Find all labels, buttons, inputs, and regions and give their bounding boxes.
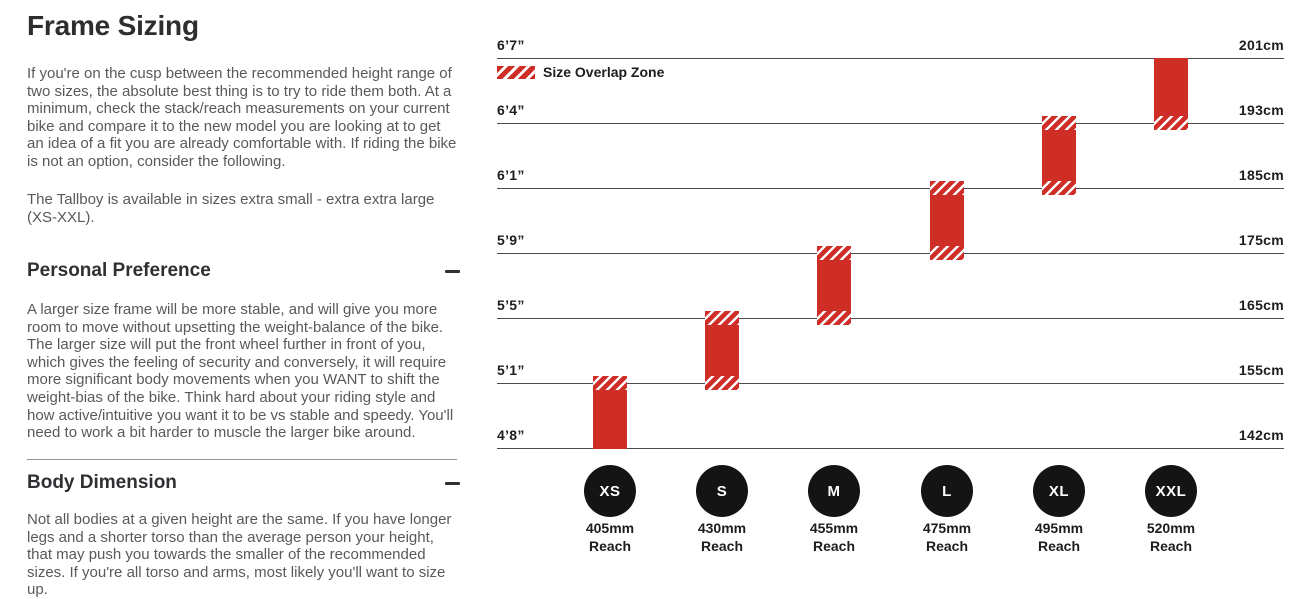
overlap-zone-hatch: [1042, 181, 1076, 195]
overlap-zone-hatch: [1154, 116, 1188, 130]
size-range-bar-m: [817, 246, 851, 325]
height-label-metric: 201cm: [1238, 37, 1284, 53]
overlap-zone-hatch: [705, 376, 739, 390]
overlap-zone-swatch-icon: [497, 65, 535, 79]
personal-preference-body: A larger size frame will be more stable,…: [27, 301, 454, 442]
height-label-imperial: 6’7”: [497, 37, 525, 53]
page-title: Frame Sizing: [27, 10, 199, 41]
height-label-imperial: 6’4”: [497, 102, 525, 118]
height-label-metric: 155cm: [1238, 362, 1284, 378]
article-column: Frame Sizing If you're on the cusp betwe…: [27, 0, 460, 598]
height-label-metric: 165cm: [1238, 297, 1284, 313]
height-gridline: [497, 123, 1284, 124]
height-label-imperial: 6’1”: [497, 167, 525, 183]
overlap-zone-hatch: [817, 246, 851, 260]
size-circle-xxl: XXL: [1145, 465, 1197, 517]
height-gridline: [497, 383, 1284, 384]
intro-paragraph: If you're on the cusp between the recomm…: [27, 65, 457, 170]
legend-label: Size Overlap Zone: [543, 64, 665, 80]
body-dimension-body: Not all bodies at a given height are the…: [27, 511, 452, 599]
size-circle-s: S: [696, 465, 748, 517]
height-gridline: [497, 188, 1284, 189]
size-range-bar-xxl: [1154, 58, 1188, 130]
size-circle-xl: XL: [1033, 465, 1085, 517]
size-range-bar-l: [930, 181, 964, 260]
reach-label-xs: 405mm Reach: [585, 520, 635, 554]
reach-label-l: 475mm Reach: [922, 520, 972, 554]
collapse-minus-icon[interactable]: [445, 481, 460, 485]
height-label-imperial: 4’8”: [497, 427, 525, 443]
size-range-bar-s: [705, 311, 739, 390]
size-circle-xs: XS: [584, 465, 636, 517]
height-label-imperial: 5’5”: [497, 297, 525, 313]
height-label-imperial: 5’9”: [497, 232, 525, 248]
size-range-bar-xs: [593, 376, 627, 449]
overlap-zone-hatch: [1042, 116, 1076, 130]
reach-label-s: 430mm Reach: [697, 520, 747, 554]
overlap-zone-hatch: [593, 376, 627, 390]
reach-label-xl: 495mm Reach: [1034, 520, 1084, 554]
reach-label-m: 455mm Reach: [809, 520, 859, 554]
accordion-header-body-dimension[interactable]: Body Dimension: [27, 472, 460, 494]
height-label-metric: 185cm: [1238, 167, 1284, 183]
chart-legend: Size Overlap Zone: [497, 64, 664, 80]
overlap-zone-hatch: [817, 311, 851, 325]
accordion-header-personal-preference[interactable]: Personal Preference: [27, 260, 460, 282]
height-gridline: [497, 318, 1284, 319]
height-label-metric: 142cm: [1238, 427, 1284, 443]
section-heading-body-dimension: Body Dimension: [27, 472, 177, 493]
collapse-minus-icon[interactable]: [445, 269, 460, 273]
size-circle-m: M: [808, 465, 860, 517]
height-label-metric: 193cm: [1238, 102, 1284, 118]
height-gridline: [497, 58, 1284, 59]
height-label-imperial: 5’1”: [497, 362, 525, 378]
size-circle-l: L: [921, 465, 973, 517]
sizing-chart: Size Overlap Zone 4’8” 142cm 5’1” 155cm 5’5”…: [497, 0, 1284, 589]
section-heading-personal-preference: Personal Preference: [27, 260, 211, 281]
overlap-zone-hatch: [930, 181, 964, 195]
height-gridline: [497, 448, 1284, 449]
height-gridline: [497, 253, 1284, 254]
overlap-zone-hatch: [930, 246, 964, 260]
section-divider: [27, 459, 457, 460]
reach-label-xxl: 520mm Reach: [1146, 520, 1196, 554]
size-range-bar-xl: [1042, 116, 1076, 195]
availability-paragraph: The Tallboy is available in sizes extra …: [27, 191, 435, 226]
overlap-zone-hatch: [705, 311, 739, 325]
height-label-metric: 175cm: [1238, 232, 1284, 248]
